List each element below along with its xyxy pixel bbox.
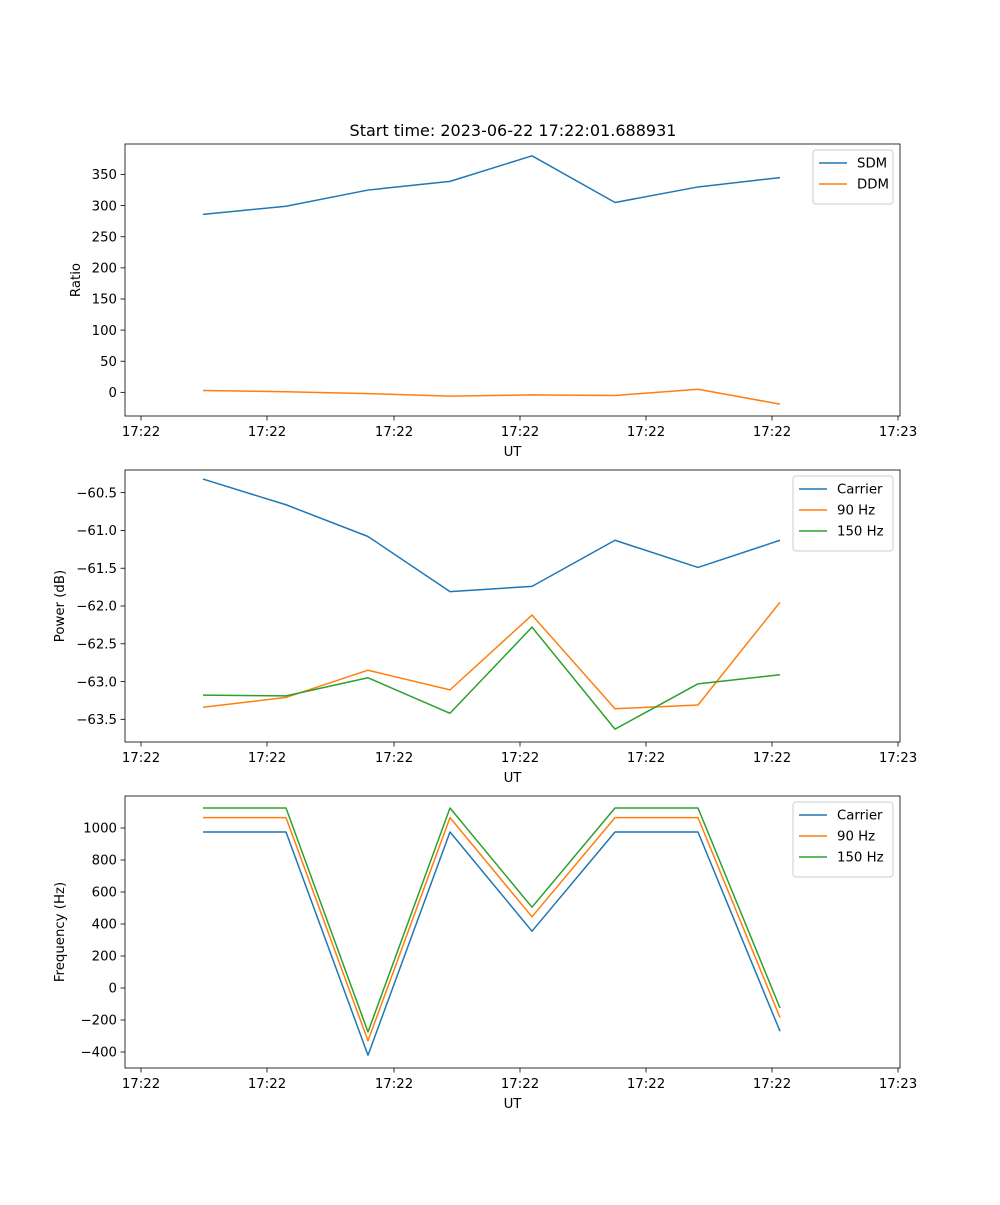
legend: Carrier 90 Hz 150 Hz (792, 475, 894, 552)
figure-title: Start time: 2023-06-22 17:22:01.688931 (350, 121, 677, 140)
axes-frame (124, 143, 901, 417)
series-line-150-hz (202, 626, 781, 730)
chart-3: 17:22 17:22 17:22 17:22 17:22 17:22 17:23 −400 −… (53, 795, 917, 1112)
legend: Carrier 90 Hz 150 Hz (792, 801, 894, 878)
legend-label: 90 Hz (837, 504, 875, 519)
legend-label: Carrier (837, 483, 883, 498)
y-axis-label: Power (dB) (53, 570, 68, 642)
x-tick-label: 17:23 (879, 425, 917, 440)
x-tick-label: 17:22 (375, 1077, 413, 1092)
x-tick-label: 17:22 (122, 1077, 160, 1092)
legend-label: 150 Hz (837, 851, 884, 866)
series-line-90-hz (202, 601, 781, 710)
x-tick-label: 17:22 (122, 425, 160, 440)
y-tick-label: −400 (80, 1046, 117, 1061)
y-tick-label: 400 (92, 918, 117, 933)
series-line-ddm (202, 388, 781, 405)
y-tick-label: −62.0 (76, 600, 117, 615)
y-tick-label: −63.0 (76, 675, 117, 690)
y-tick-label: 200 (92, 262, 117, 277)
legend-box (792, 801, 894, 878)
y-axis-label: Frequency (Hz) (53, 882, 68, 982)
x-tick-label: 17:22 (753, 751, 791, 766)
y-tick-label: 150 (92, 293, 117, 308)
legend-label: DDM (857, 178, 889, 193)
y-tick-label: −61.5 (76, 562, 117, 577)
y-tick-label: 50 (100, 355, 117, 370)
x-axis-label: UT (504, 771, 523, 786)
chart-1: 17:22 17:22 17:22 17:22 17:22 17:22 17:23 0 50 10… (69, 143, 917, 460)
y-tick-label: 600 (92, 886, 117, 901)
y-tick-label: 100 (92, 324, 117, 339)
y-tick-label: 300 (92, 199, 117, 214)
legend-box (792, 475, 894, 552)
x-tick-label: 17:22 (627, 1077, 665, 1092)
y-tick-label: −63.5 (76, 713, 117, 728)
x-tick-label: 17:22 (248, 751, 286, 766)
y-tick-label: −200 (80, 1014, 117, 1029)
x-tick-label: 17:22 (753, 425, 791, 440)
x-tick-label: 17:22 (501, 751, 539, 766)
legend-label: 90 Hz (837, 830, 875, 845)
y-tick-label: 1000 (83, 822, 117, 837)
series-line-carrier (203, 831, 781, 1056)
legend-label: 150 Hz (837, 525, 884, 540)
series-line-90-hz (203, 816, 781, 1042)
y-tick-label: −60.5 (76, 486, 117, 501)
legend-label: Carrier (837, 809, 883, 824)
x-tick-label: 17:22 (501, 1077, 539, 1092)
y-tick-label: 200 (92, 950, 117, 965)
x-tick-label: 17:22 (627, 751, 665, 766)
series-line-150-hz (203, 807, 781, 1033)
x-tick-label: 17:22 (753, 1077, 791, 1092)
x-tick-label: 17:22 (248, 1077, 286, 1092)
series-line-carrier (202, 478, 781, 593)
x-tick-label: 17:23 (879, 751, 917, 766)
x-tick-label: 17:23 (879, 1077, 917, 1092)
x-tick-label: 17:22 (122, 751, 160, 766)
x-tick-label: 17:22 (248, 425, 286, 440)
series-line-sdm (202, 155, 781, 216)
axes-frame (124, 795, 901, 1069)
y-tick-label: 250 (92, 230, 117, 245)
legend: SDM DDM (812, 149, 894, 205)
x-tick-label: 17:22 (501, 425, 539, 440)
x-tick-label: 17:22 (375, 751, 413, 766)
y-tick-label: 800 (92, 854, 117, 869)
legend-label: SDM (857, 157, 887, 172)
y-tick-label: 0 (109, 982, 117, 997)
chart-2: 17:22 17:22 17:22 17:22 17:22 17:22 17:23 −63.5… (53, 469, 917, 786)
x-axis-label: UT (504, 445, 523, 460)
x-tick-label: 17:22 (375, 425, 413, 440)
x-axis-label: UT (504, 1097, 523, 1112)
y-tick-label: −62.5 (76, 637, 117, 652)
y-axis-label: Ratio (69, 263, 84, 297)
axes-frame (124, 469, 901, 743)
y-tick-label: −61.0 (76, 524, 117, 539)
x-tick-label: 17:22 (627, 425, 665, 440)
y-tick-label: 0 (109, 386, 117, 401)
y-tick-label: 350 (92, 168, 117, 183)
